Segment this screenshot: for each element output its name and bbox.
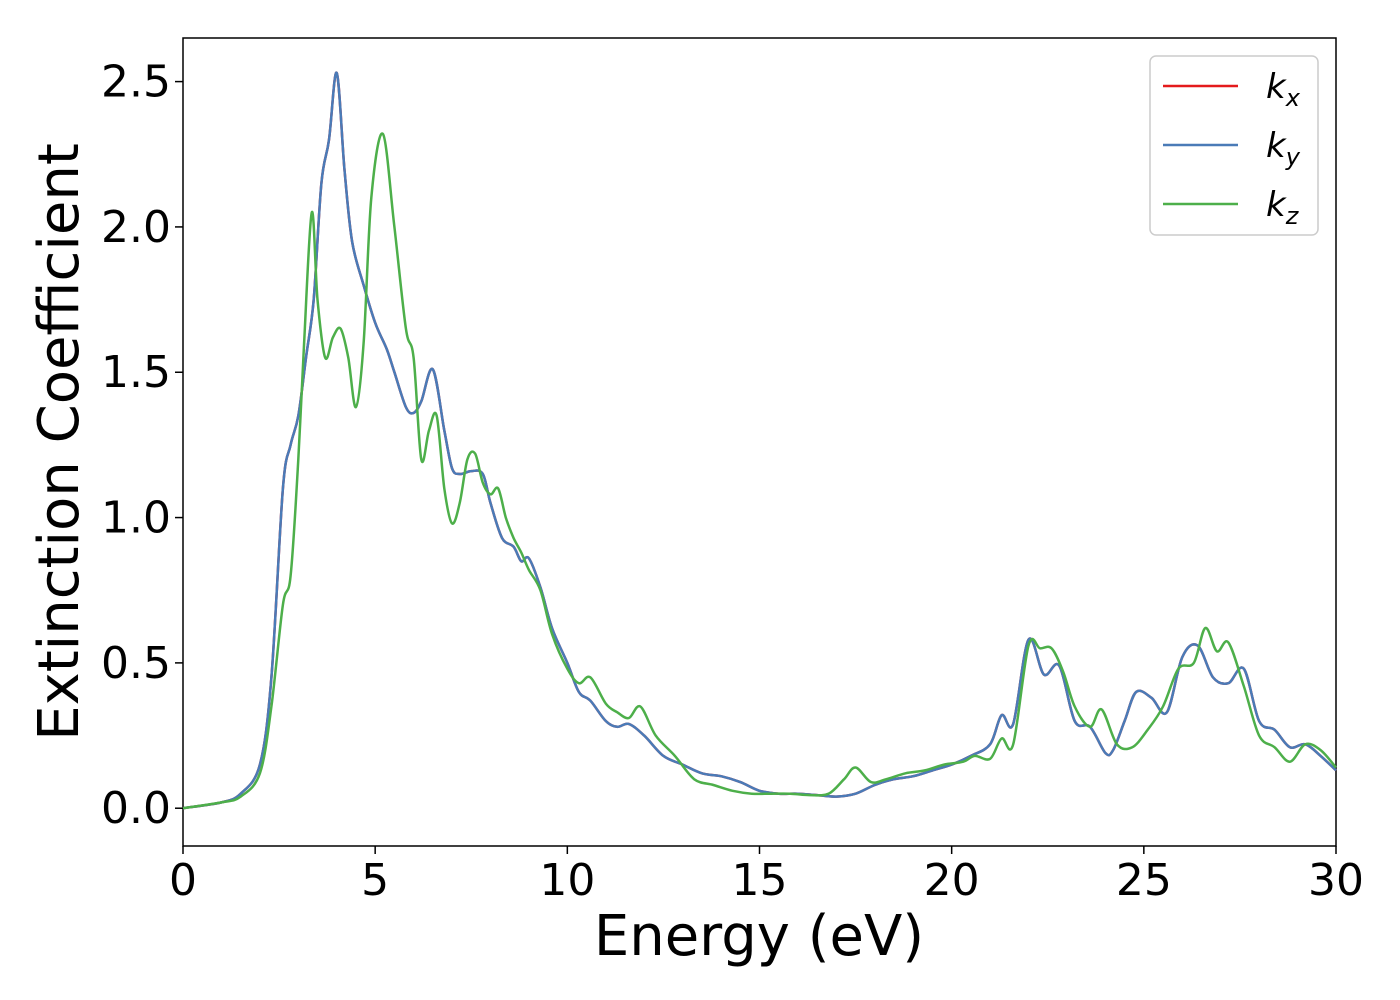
y-tick-label: 1.0 bbox=[101, 493, 171, 544]
y-axis-label: Extinction Coefficient bbox=[27, 143, 92, 741]
series-line-kz bbox=[182, 132, 1337, 810]
x-tick-label: 15 bbox=[732, 855, 788, 906]
y-axis: 0.0 0.5 1.0 1.5 2.0 2.5 bbox=[101, 57, 183, 834]
y-tick-label: 0.0 bbox=[101, 783, 171, 834]
y-tick-label: 1.5 bbox=[101, 347, 171, 398]
x-tick-label: 20 bbox=[924, 855, 980, 906]
y-tick-label: 2.0 bbox=[101, 202, 171, 253]
series-line-ky bbox=[182, 71, 1337, 810]
x-tick-label: 10 bbox=[539, 855, 595, 906]
x-tick-label: 5 bbox=[361, 855, 389, 906]
series-lines bbox=[182, 71, 1337, 810]
y-tick-label: 0.5 bbox=[101, 638, 171, 689]
plot-area bbox=[182, 37, 1337, 847]
x-axis-label: Energy (eV) bbox=[594, 904, 924, 969]
x-tick-label: 25 bbox=[1116, 855, 1172, 906]
x-tick-label: 0 bbox=[169, 855, 197, 906]
y-tick-label: 2.5 bbox=[101, 57, 171, 108]
x-tick-label: 30 bbox=[1308, 855, 1364, 906]
x-axis: 0 5 10 15 20 25 30 bbox=[169, 846, 1364, 906]
